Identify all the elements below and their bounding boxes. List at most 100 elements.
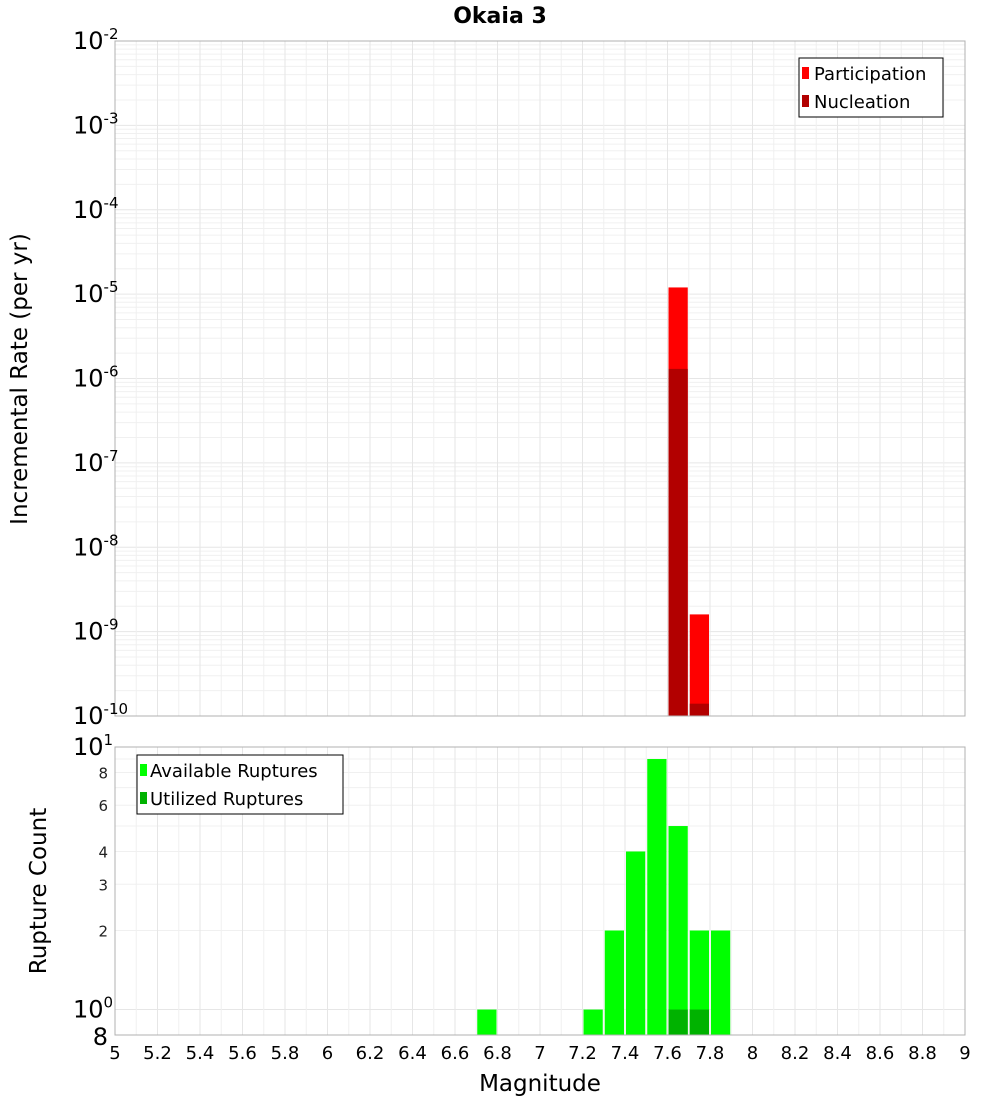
top-legend-box — [798, 57, 944, 118]
top-y-tick-label: 10-7 — [73, 447, 119, 477]
top-y-tick-label: 10-8 — [73, 531, 119, 561]
nucleation-bar — [668, 368, 688, 716]
x-tick-label: 7.2 — [568, 1043, 597, 1064]
y-tick-exponent: -7 — [104, 447, 119, 465]
top-y-tick-label: 10-5 — [73, 278, 119, 308]
available-ruptures-bar — [583, 1009, 603, 1035]
y-tick-base: 10 — [73, 111, 104, 139]
x-tick-label: 6.8 — [483, 1043, 512, 1064]
x-tick-label: 8.4 — [823, 1043, 852, 1064]
top-y-tick-label: 10-4 — [73, 194, 119, 224]
bottom-plot-frame — [114, 746, 966, 1036]
bottom-y-minor-tick-label: 3 — [98, 876, 108, 894]
x-tick-label: 5.6 — [228, 1043, 257, 1064]
y-tick-exponent: 0 — [104, 994, 114, 1012]
legend-label-utilized: Utilized Ruptures — [150, 789, 303, 810]
y-tick-base: 10 — [73, 702, 104, 730]
top-y-tick-label: 10-2 — [73, 25, 119, 55]
available-ruptures-bar — [604, 930, 624, 1035]
bottom-bars — [477, 759, 731, 1035]
bottom-y-minor-tick-label: 4 — [98, 843, 108, 861]
y-tick-base: 10 — [73, 365, 104, 393]
legend-swatch-nucleation — [802, 95, 809, 107]
bottom-y-decade-tick-label: 100 — [73, 994, 113, 1024]
y-tick-base: 10 — [73, 618, 104, 646]
y-tick-exponent: -2 — [104, 25, 119, 43]
top-plot-frame — [114, 40, 966, 717]
top-grid — [114, 40, 966, 717]
y-tick-base: 10 — [73, 449, 104, 477]
utilized-ruptures-bar — [689, 1009, 709, 1035]
x-axis-label: Magnitude — [479, 1071, 601, 1097]
y-tick-exponent: 1 — [104, 731, 114, 749]
legend-label-available: Available Ruptures — [150, 761, 318, 782]
y-tick-base: 10 — [73, 533, 104, 561]
top-legend: Participation Nucleation — [798, 57, 944, 118]
chart-title: Okaia 3 — [453, 4, 547, 29]
x-tick-label: 6.2 — [356, 1043, 385, 1064]
available-ruptures-bar — [711, 930, 731, 1035]
bottom-y-minor-tick-label: 8 — [98, 764, 108, 782]
top-y-tick-label: 10-9 — [73, 616, 119, 646]
x-tick-label: 5.8 — [271, 1043, 300, 1064]
x-tick-label: 7 — [534, 1043, 545, 1064]
available-ruptures-bar — [647, 759, 667, 1035]
utilized-ruptures-bar — [668, 1009, 688, 1035]
x-tick-label: 9 — [959, 1043, 970, 1064]
y-tick-exponent: -10 — [104, 700, 129, 718]
y-tick-base: 10 — [73, 733, 104, 761]
x-tick-label: 6 — [322, 1043, 333, 1064]
available-ruptures-bar — [477, 1009, 497, 1035]
available-ruptures-bar — [626, 851, 646, 1035]
bottom-y-decade-tick-label: 101 — [73, 731, 113, 761]
x-tick-label: 7.6 — [653, 1043, 682, 1064]
y-tick-base: 10 — [73, 280, 104, 308]
x-tick-label: 6.4 — [398, 1043, 427, 1064]
available-ruptures-bar — [668, 826, 688, 1035]
top-y-tick-label: 10-6 — [73, 363, 119, 393]
x-axis: 5 5.2 5.4 5.6 5.8 6 6.2 6.4 6.6 6.8 7 7.2 7.4 7.6 7.8 8… — [109, 1043, 970, 1064]
x-tick-label: 5.2 — [143, 1043, 172, 1064]
x-tick-label: 5 — [109, 1043, 120, 1064]
x-tick-label: 8.6 — [866, 1043, 895, 1064]
legend-swatch-participation — [802, 67, 809, 79]
y-tick-base: 10 — [73, 996, 104, 1024]
legend-label-nucleation: Nucleation — [814, 92, 910, 113]
x-tick-label: 8.2 — [781, 1043, 810, 1064]
y-tick-exponent: -9 — [104, 616, 119, 634]
participation-bar — [689, 614, 709, 716]
bottom-y-minor-tick-label: 2 — [98, 923, 108, 941]
legend-label-participation: Participation — [814, 64, 926, 85]
top-y-axis-label: Incremental Rate (per yr) — [7, 233, 33, 525]
y-tick-exponent: -6 — [104, 363, 119, 381]
bottom-y-minor-tick-label: 6 — [98, 797, 108, 815]
x-tick-label: 7.4 — [611, 1043, 640, 1064]
y-tick-base: 10 — [73, 27, 104, 55]
nucleation-bar — [689, 703, 709, 716]
x-tick-label: 5.4 — [186, 1043, 215, 1064]
legend-swatch-available — [140, 764, 147, 776]
x-tick-label: 7.8 — [696, 1043, 725, 1064]
bottom-y-low-tick-label: 8 — [93, 1023, 108, 1051]
top-y-tick-label: 10-10 — [73, 700, 128, 730]
top-y-tick-label: 10-3 — [73, 109, 119, 139]
y-tick-exponent: -8 — [104, 531, 119, 549]
x-tick-label: 6.6 — [441, 1043, 470, 1064]
bottom-legend-box — [136, 754, 344, 815]
y-tick-exponent: -4 — [104, 194, 119, 212]
y-tick-exponent: -5 — [104, 278, 119, 296]
legend-swatch-utilized — [140, 792, 147, 804]
available-ruptures-bar — [689, 930, 709, 1035]
bottom-y-axis-label: Rupture Count — [26, 808, 52, 974]
x-tick-label: 8.8 — [908, 1043, 937, 1064]
bottom-legend: Available Ruptures Utilized Ruptures — [136, 754, 344, 815]
y-tick-exponent: -3 — [104, 109, 119, 127]
x-tick-label: 8 — [747, 1043, 758, 1064]
top-bars — [668, 287, 709, 716]
y-tick-base: 10 — [73, 196, 104, 224]
